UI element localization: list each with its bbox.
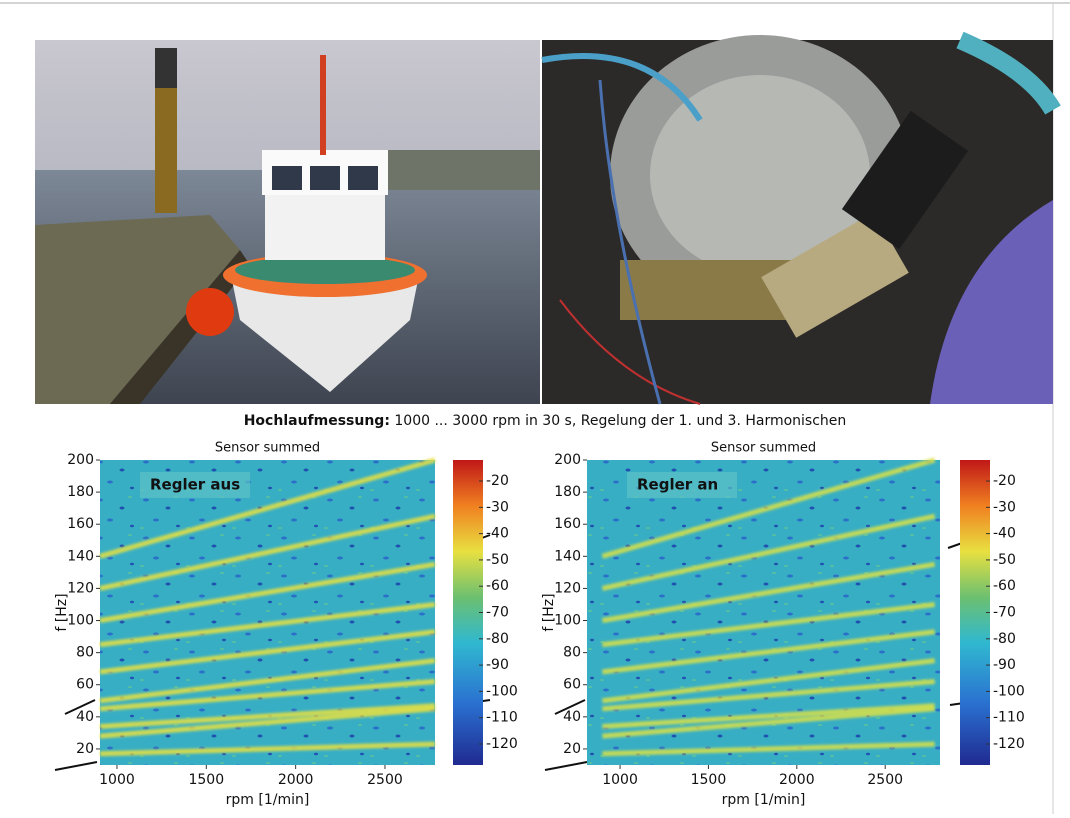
colorbar-tick-label: -80: [486, 631, 509, 647]
figure: Hochlaufmessung: 1000 ... 3000 rpm in 30…: [0, 0, 1070, 814]
colorbar-tick-label: -120: [486, 736, 518, 752]
colorbar-tick-label: -60: [486, 578, 509, 594]
y-tick-label: 120: [554, 580, 581, 596]
colorbar: [453, 460, 483, 765]
colorbar-tick-label: -80: [993, 631, 1016, 647]
caption: Hochlaufmessung: 1000 ... 3000 rpm in 30…: [244, 413, 847, 429]
colorbar-tick-label: -20: [993, 473, 1016, 489]
caption-rest: 1000 ... 3000 rpm in 30 s, Regelung der …: [394, 413, 846, 429]
y-tick-label: 140: [554, 548, 581, 564]
colorbar-tick-label: -30: [486, 499, 509, 515]
y-tick-label: 100: [554, 613, 581, 629]
x-tick-label: 2000: [779, 772, 815, 788]
colorbar-tick-label: -20: [486, 473, 509, 489]
x-tick-label: 1000: [602, 772, 638, 788]
colorbar-tick-label: -120: [993, 736, 1025, 752]
colorbar-tick-label: -40: [486, 526, 509, 542]
colorbar-tick-label: -60: [993, 578, 1016, 594]
x-tick-label: 1500: [188, 772, 224, 788]
annotation: Regler aus: [150, 476, 240, 494]
colorbar: [960, 460, 990, 765]
x-tick-label: 1000: [99, 772, 135, 788]
y-tick-label: 40: [563, 709, 581, 725]
colorbar-tick-label: -100: [993, 683, 1025, 699]
y-tick-label: 100: [67, 613, 94, 629]
chart-title: Sensor summed: [215, 441, 320, 456]
y-axis-label: f [Hz]: [54, 593, 70, 631]
y-tick-label: 140: [67, 548, 94, 564]
chart-title: Sensor summed: [711, 441, 816, 456]
colorbar-tick-label: -50: [993, 552, 1016, 568]
colorbar-tick-label: -70: [993, 605, 1016, 621]
colorbar-tick-label: -110: [486, 710, 518, 726]
y-tick-label: 20: [76, 741, 94, 757]
x-tick-label: 2500: [367, 772, 403, 788]
y-tick-label: 20: [563, 741, 581, 757]
colorbar-tick-label: -90: [486, 657, 509, 673]
x-tick-label: 1500: [691, 772, 727, 788]
annotation: Regler an: [637, 476, 718, 494]
y-tick-label: 60: [76, 677, 94, 693]
colorbar-tick-label: -30: [993, 499, 1016, 515]
y-axis-label: f [Hz]: [541, 593, 557, 631]
y-tick-label: 180: [67, 484, 94, 500]
x-axis-label: rpm [1/min]: [226, 792, 310, 808]
boat-photo: [35, 40, 540, 404]
colorbar-tick-label: -40: [993, 526, 1016, 542]
colorbar-tick-label: -110: [993, 710, 1025, 726]
colorbar-tick-label: -50: [486, 552, 509, 568]
y-tick-label: 80: [76, 645, 94, 661]
y-tick-label: 180: [554, 484, 581, 500]
y-tick-label: 80: [563, 645, 581, 661]
x-tick-label: 2500: [867, 772, 903, 788]
colorbar-tick-label: -100: [486, 683, 518, 699]
x-axis-label: rpm [1/min]: [722, 792, 806, 808]
y-tick-label: 200: [67, 452, 94, 468]
y-tick-label: 160: [67, 516, 94, 532]
y-tick-label: 160: [554, 516, 581, 532]
y-tick-label: 60: [563, 677, 581, 693]
engine-photo: [542, 35, 1053, 404]
y-tick-label: 120: [67, 580, 94, 596]
y-tick-label: 200: [554, 452, 581, 468]
page: Hochlaufmessung: 1000 ... 3000 rpm in 30…: [0, 0, 1070, 818]
caption-bold: Hochlaufmessung:: [244, 413, 390, 429]
colorbar-tick-label: -90: [993, 657, 1016, 673]
y-tick-label: 40: [76, 709, 94, 725]
x-tick-label: 2000: [278, 772, 314, 788]
colorbar-tick-label: -70: [486, 605, 509, 621]
